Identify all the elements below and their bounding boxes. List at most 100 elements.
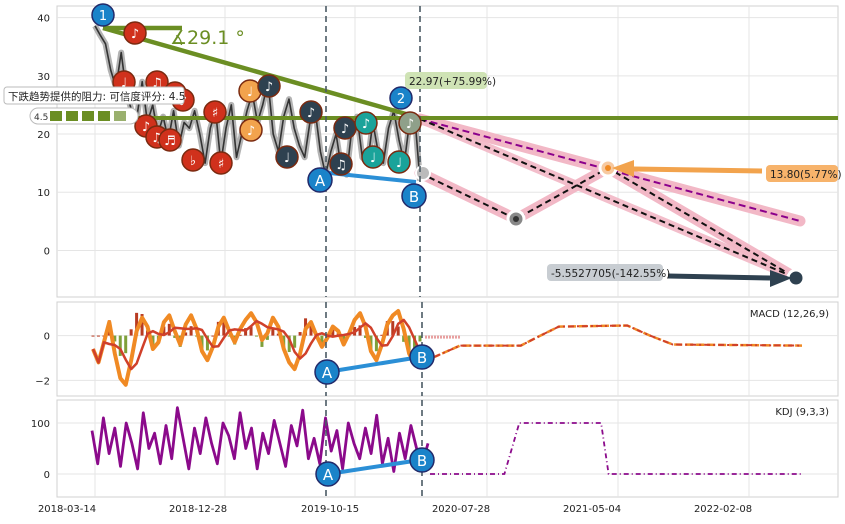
green-descending-trendline <box>102 25 421 121</box>
macd-circle-a <box>314 359 340 385</box>
macd-histogram-bar <box>129 329 133 336</box>
note-marker-icon <box>158 128 182 152</box>
macd-histogram-tail-bar <box>455 335 457 339</box>
macd-projection-red <box>421 324 803 364</box>
y-tick-label: 10 <box>37 188 50 199</box>
macd-histogram-bar <box>309 320 313 336</box>
macd-histogram-bar <box>135 312 139 336</box>
macd-histogram-bar <box>271 328 275 336</box>
macd-histogram-bar <box>205 335 209 351</box>
target-low-callout-text: -5.5527705(-142.55%) <box>551 268 670 280</box>
wave-label-b: B <box>401 183 427 209</box>
macd-blue-ab-line <box>326 355 421 374</box>
macd-histogram-bar <box>391 321 395 336</box>
target-high-callout-bg <box>766 165 838 182</box>
note-marker-glyph-icon: ♪ <box>406 117 414 132</box>
target-high-callout: 13.80(5.77%) <box>766 165 842 182</box>
y-tick-label: 20 <box>37 130 50 141</box>
note-marker-glyph-icon: ♫ <box>151 76 163 91</box>
macd-histogram-bar <box>418 335 422 342</box>
rating-value: 4.5 <box>34 113 48 123</box>
macd-histogram-bar <box>118 335 122 356</box>
note-marker-glyph-icon: ♭ <box>190 154 196 169</box>
macd-panel: 0 −2 A B MACD (12,26,9) <box>35 301 839 397</box>
rating-star-icon <box>66 111 78 121</box>
macd-histogram-bar <box>244 328 248 336</box>
y-tick-label: 40 <box>37 14 50 25</box>
peak-callout-text: 22.97(+75.99%) <box>409 76 496 88</box>
x-tick-label: 2018-12-28 <box>169 504 227 515</box>
macd-histogram-bar <box>249 326 253 336</box>
macd-histogram-bar <box>140 314 144 336</box>
macd-legend: MACD (12,26,9) <box>750 309 829 320</box>
y-tick-label: 30 <box>37 72 50 83</box>
macd-histogram-bar <box>396 326 400 336</box>
note-marker-glyph-icon: ♪ <box>247 124 255 139</box>
y-tick-label: 0 <box>44 470 50 481</box>
macd-histogram-bar <box>222 321 226 336</box>
note-marker-glyph-icon: ♪ <box>142 120 150 135</box>
note-marker-glyph-icon: ♪ <box>341 122 349 137</box>
kdj-blue-ab-line <box>327 458 421 476</box>
kdj-circle-b <box>409 447 435 473</box>
kdj-panel-frame <box>56 399 839 498</box>
macd-y-ticks: 0 −2 <box>35 332 50 388</box>
macd-histogram-bar <box>298 332 302 336</box>
note-marker-glyph-icon: ♬ <box>164 134 176 149</box>
angle-label: ∡29.1 ° <box>170 27 245 49</box>
x-tick-label: 2020-07-28 <box>432 504 490 515</box>
note-marker-icon <box>398 111 422 135</box>
macd-histogram-bar <box>380 334 384 336</box>
kdj-y-ticks: 100 0 <box>31 419 50 481</box>
macd-histogram-bar <box>255 335 258 337</box>
macd-histogram-bar <box>227 335 231 337</box>
macd-dea-line <box>91 318 422 371</box>
macd-histogram-tail-bar <box>452 335 454 339</box>
wave-text-1: 1 <box>99 9 107 24</box>
macd-histogram-bar <box>293 335 297 348</box>
note-marker-icon <box>299 100 323 124</box>
x-tick-label: 2018-03-14 <box>38 504 96 515</box>
kdj-legend: KDJ (9,3,3) <box>775 407 829 418</box>
macd-histogram-bar <box>167 323 171 336</box>
x-tick-label: 2021-05-04 <box>563 504 621 515</box>
wave-text-b: B <box>409 188 419 206</box>
target-low-arrowhead <box>770 270 792 287</box>
resistance-callout: 下跌趋势提供的阻力: 可信度评分: 4.5 <box>3 86 185 105</box>
macd-panel-frame <box>56 301 839 397</box>
macd-histogram-tail-bar <box>425 335 427 339</box>
kdj-k-line <box>90 406 430 473</box>
macd-circle-b <box>409 344 435 370</box>
macd-histogram-bar <box>374 335 378 352</box>
note-marker-icon <box>387 150 411 174</box>
resistance-callout-bg <box>3 86 185 105</box>
macd-histogram-bar <box>124 335 128 354</box>
macd-histogram-tail-bar <box>428 335 430 339</box>
macd-label-b: B <box>409 344 435 370</box>
note-marker-icon <box>181 148 205 172</box>
macd-histogram-bar <box>162 326 166 336</box>
note-marker-icon <box>329 152 353 176</box>
note-marker-icon <box>354 111 378 135</box>
macd-histogram-bar <box>96 335 100 337</box>
note-marker-glyph-icon: ♪ <box>131 27 139 42</box>
macd-text-a: A <box>322 364 333 382</box>
macd-histogram-bar <box>173 335 177 338</box>
macd-histogram-bar <box>358 325 362 336</box>
macd-histogram-bar <box>113 335 117 342</box>
macd-histogram-tail-bar <box>431 335 433 339</box>
rating-star-icon <box>114 111 126 121</box>
target-high-arrowhead <box>612 160 634 177</box>
macd-histogram-tail-bar <box>446 335 448 339</box>
x-tick-label: 2022-02-08 <box>694 504 752 515</box>
target-low-callout: -5.5527705(-142.55%) <box>547 264 670 281</box>
projection-node-1-core <box>513 216 519 222</box>
rating-star-icon <box>50 111 62 121</box>
macd-histogram-bar <box>265 335 269 340</box>
kdj-text-a: A <box>323 466 334 484</box>
note-marker-icon <box>257 74 281 98</box>
peak-callout: 22.97(+75.99%) <box>405 72 496 89</box>
macd-histogram-tail-bar <box>458 335 460 339</box>
